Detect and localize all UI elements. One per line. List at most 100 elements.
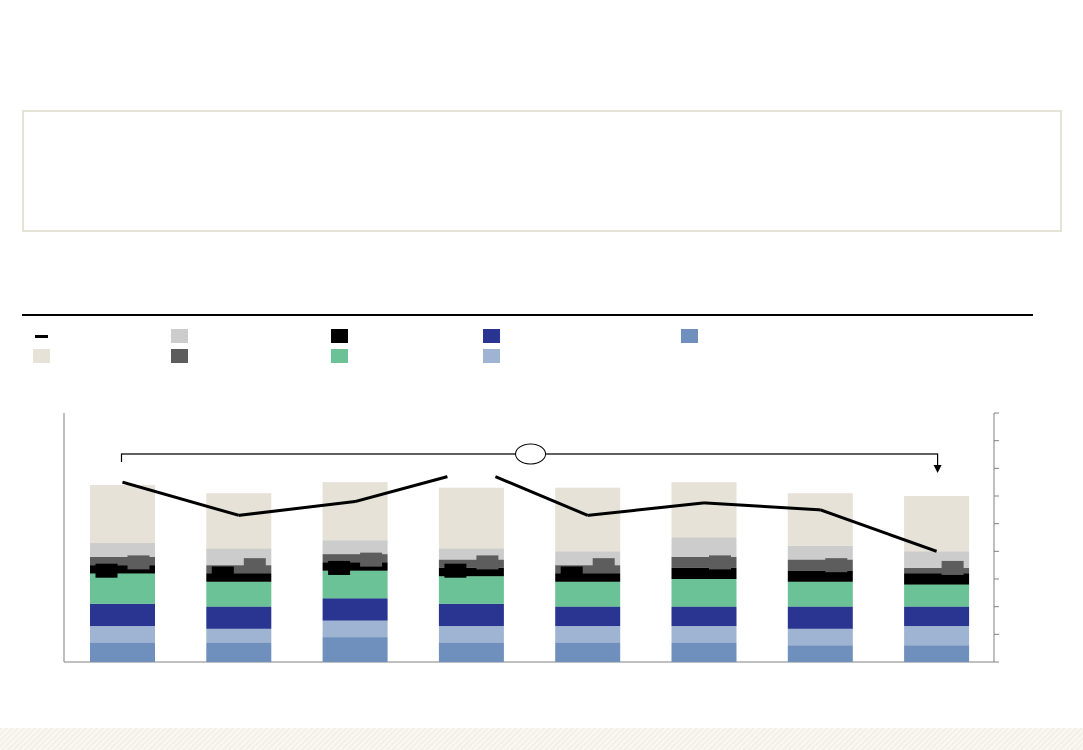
bar-s_green-5: [671, 579, 737, 607]
line-segment-5: [703, 501, 821, 512]
bar-s_blue_lt-6: [787, 645, 853, 662]
line-segment-2: [354, 475, 448, 503]
bar-s_blue_lt-5: [671, 642, 737, 662]
bar-s_ltgrey-5: [671, 537, 737, 557]
bar-s_black-7: [904, 573, 970, 585]
bar-s_green-7: [904, 584, 970, 607]
bar-s_blue_pl-0: [90, 626, 155, 643]
bar-s_blue_lt-1: [206, 642, 272, 662]
marker-grey-4: [592, 558, 615, 573]
legend-item-6: [171, 349, 194, 363]
legend-swatch-3: [483, 329, 500, 343]
bar-s_blue_pl-5: [671, 626, 737, 643]
bar-s_dkgrey-7: [904, 567, 970, 574]
legend-item-2: [331, 329, 354, 343]
bar-s_navy-1: [206, 606, 272, 629]
bottom-band: [0, 728, 1083, 750]
bar-s_dkgrey-6: [787, 559, 853, 571]
bar-s_dkgrey-4: [555, 565, 621, 574]
bar-s_green-2: [322, 570, 388, 599]
marker-grey-6: [825, 558, 848, 573]
bar-s_black-3: [438, 567, 504, 577]
legend-swatch-6: [171, 349, 188, 363]
bar-s_navy-4: [555, 606, 621, 627]
legend-swatch-2: [331, 329, 348, 343]
bar-s_green-6: [787, 581, 853, 607]
bar-s_navy-7: [904, 606, 970, 627]
marker-black-2: [328, 560, 351, 575]
legend-swatch-4: [681, 329, 698, 343]
chart: [63, 412, 999, 663]
bar-s_navy-2: [322, 598, 388, 621]
legend-swatch-1: [171, 329, 188, 343]
bar-s_beige-3: [438, 487, 504, 549]
bar-s_blue_lt-2: [322, 637, 388, 662]
bar-s_navy-3: [438, 603, 504, 627]
marker-black-3: [444, 563, 467, 578]
bar-s_green-0: [90, 573, 155, 604]
bar-s_blue_pl-2: [322, 620, 388, 638]
legend-swatch-5: [33, 349, 50, 363]
bar-s_black-1: [206, 573, 272, 582]
bar-s_dkgrey-1: [206, 565, 272, 574]
bar-s_navy-0: [90, 603, 155, 627]
bar-s_black-4: [555, 573, 621, 582]
bar-s_beige-6: [787, 493, 853, 546]
bar-s_blue_pl-6: [787, 628, 853, 646]
bar-s_green-1: [206, 581, 272, 607]
marker-grey-0: [127, 555, 150, 570]
bar-s_black-2: [322, 562, 388, 571]
bracket-circle-label: [515, 443, 547, 465]
marker-grey-2: [360, 552, 383, 567]
bar-s_ltgrey-2: [322, 540, 388, 555]
bar-s_blue_lt-7: [904, 645, 970, 662]
marker-black-4: [560, 566, 583, 581]
bar-s_ltgrey-0: [90, 543, 155, 557]
bar-s_black-0: [90, 565, 155, 574]
bar-s_dkgrey-3: [438, 559, 504, 568]
bracket-arrowhead: [933, 465, 942, 473]
legend-item-8: [483, 349, 506, 363]
bar-s_blue_pl-3: [438, 626, 504, 643]
bar-s_beige-5: [671, 482, 737, 538]
legend-swatch-8: [483, 349, 500, 363]
bar-s_ltgrey-6: [787, 545, 853, 560]
line-segment-0: [122, 480, 240, 517]
bar-s_beige-4: [555, 487, 621, 552]
legend-item-4: [681, 329, 704, 343]
legend-item-3: [483, 329, 506, 343]
line-segment-3: [494, 475, 589, 517]
callout-box: [22, 110, 1062, 232]
bar-s_blue_lt-4: [555, 642, 621, 662]
line-segment-4: [587, 501, 705, 517]
legend-item-5: [33, 349, 56, 363]
bar-s_ltgrey-3: [438, 548, 504, 560]
bar-s_blue_lt-3: [438, 642, 504, 662]
marker-black-1: [211, 566, 234, 581]
marker-grey-5: [709, 555, 731, 570]
bar-s_blue_pl-4: [555, 626, 621, 643]
bar-s_green-4: [555, 581, 621, 607]
bar-s_dkgrey-2: [322, 554, 388, 563]
bar-s_navy-6: [787, 606, 853, 629]
legend-swatch-0: [35, 334, 48, 338]
marker-grey-3: [476, 555, 499, 570]
marker-grey-7: [941, 560, 964, 575]
bar-s_navy-5: [671, 606, 737, 627]
bar-s_green-3: [438, 576, 504, 604]
bar-s_dkgrey-0: [90, 556, 155, 566]
marker-grey-1: [243, 558, 266, 573]
bar-s_blue_pl-7: [904, 626, 970, 646]
legend-item-7: [331, 349, 354, 363]
line-segment-6: [819, 508, 938, 553]
legend-item-0: [33, 329, 54, 343]
bar-s_beige-0: [90, 484, 155, 544]
line-segment-1: [238, 500, 356, 517]
bar-s_beige-2: [322, 482, 388, 541]
legend-swatch-7: [331, 349, 348, 363]
bar-s_black-6: [787, 570, 853, 582]
bar-s_black-5: [671, 567, 737, 579]
bar-s_blue_lt-0: [90, 642, 155, 662]
marker-black-0: [95, 563, 118, 578]
header-rule: [22, 314, 1033, 316]
